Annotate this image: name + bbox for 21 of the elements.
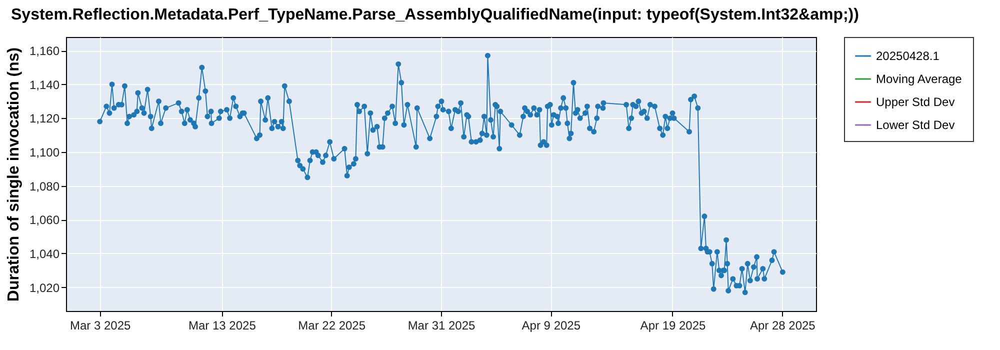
x-tick-label: Apr 19 2025 [640, 318, 706, 332]
y-tick-label: 1,040 [29, 246, 60, 261]
x-tick-label: Apr 28 2025 [750, 318, 816, 332]
y-axis-title: Duration of single invocation (ns) [5, 47, 22, 302]
y-tick-label: 1,160 [29, 44, 60, 58]
x-tick-label: Mar 31 2025 [408, 318, 476, 332]
x-tick-label: Mar 3 2025 [70, 318, 132, 332]
y-tick-label: 1,060 [29, 213, 60, 228]
chart-title: System.Reflection.Metadata.Perf_TypeName.Parse_AssemblyQualifiedName(input: typeof(System.Int32&amp;)) [11, 6, 859, 24]
x-tick-label: Mar 22 2025 [298, 318, 366, 332]
legend-label: Moving Average [876, 72, 962, 86]
x-tick-label: Mar 13 2025 [188, 318, 256, 332]
legend-label: Upper Std Dev [876, 95, 955, 109]
legend-label: 20250428.1 [876, 49, 940, 63]
legend-label: Lower Std Dev [876, 118, 955, 132]
y-tick-label: 1,100 [29, 146, 60, 160]
y-tick-label: 1,140 [29, 78, 60, 92]
y-tick-label: 1,020 [29, 280, 60, 295]
x-tick-label: Apr 9 2025 [522, 318, 581, 332]
y-tick-label: 1,120 [29, 112, 60, 126]
y-tick-label: 1,080 [29, 179, 60, 194]
